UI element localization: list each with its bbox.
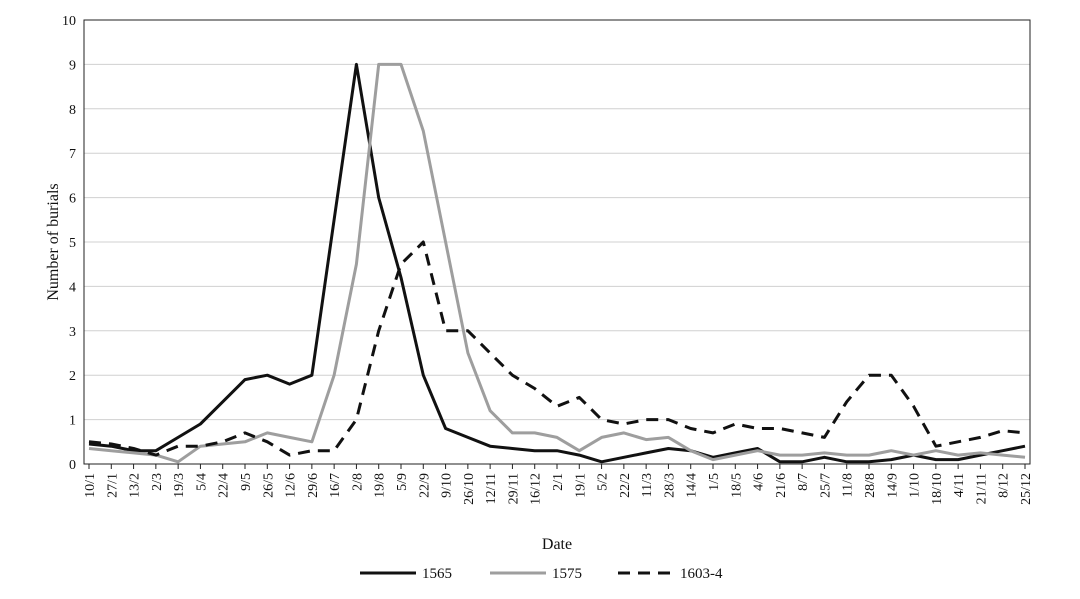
- x-tick-label: 9/5: [239, 473, 254, 491]
- x-tick-label: 16/12: [529, 473, 544, 505]
- x-tick-label: 16/7: [328, 473, 343, 498]
- x-tick-label: 4/6: [752, 473, 767, 491]
- x-tick-label: 22/4: [217, 473, 232, 498]
- x-tick-label: 5/4: [194, 473, 209, 491]
- x-tick-label: 14/4: [685, 473, 700, 498]
- x-tick-label: 2/3: [150, 473, 165, 491]
- y-tick-label: 0: [69, 458, 76, 473]
- x-axis-ticks: 10/1 27/1 13/2 2/3 19/3 5/4 22/4 9/5 26/5 12/6 29/…: [83, 464, 1034, 505]
- x-tick-label: 8/7: [796, 473, 811, 491]
- legend-label-1575: 1575: [552, 566, 582, 582]
- x-tick-label: 11/8: [841, 473, 856, 497]
- x-tick-label: 19/3: [172, 473, 187, 498]
- x-tick-label: 5/9: [395, 473, 410, 491]
- legend-label-1565: 1565: [422, 566, 452, 582]
- y-tick-label: 8: [69, 103, 76, 118]
- x-tick-label: 9/10: [440, 473, 455, 498]
- x-tick-label: 18/10: [930, 473, 945, 505]
- x-tick-label: 22/2: [618, 473, 633, 498]
- x-tick-label: 25/12: [1019, 473, 1034, 505]
- series-layer: [88, 62, 1026, 464]
- x-tick-label: 26/10: [462, 473, 477, 505]
- x-tick-label: 13/2: [128, 473, 143, 498]
- y-tick-label: 9: [69, 58, 76, 73]
- y-tick-label: 7: [69, 147, 76, 162]
- x-tick-label: 2/1: [551, 473, 566, 491]
- legend: 1565 1575 1603-4: [360, 566, 723, 582]
- series-line-1575: [88, 62, 1026, 464]
- x-axis-title: Date: [542, 536, 572, 553]
- plot-frame: [83, 19, 1031, 465]
- x-tick-label: 22/9: [417, 473, 432, 498]
- x-tick-label: 12/11: [484, 473, 499, 504]
- x-tick-label: 4/11: [952, 473, 967, 497]
- y-tick-label: 3: [69, 325, 76, 340]
- x-tick-label: 19/8: [373, 473, 388, 498]
- y-tick-label: 5: [69, 236, 76, 251]
- legend-label-1603-4: 1603-4: [680, 566, 723, 582]
- x-tick-label: 26/5: [261, 473, 276, 498]
- y-axis-title: Number of burials: [45, 183, 62, 300]
- x-tick-label: 2/8: [350, 473, 365, 491]
- x-tick-label: 8/12: [997, 473, 1012, 498]
- x-tick-label: 27/1: [105, 473, 120, 498]
- y-tick-label: 2: [69, 369, 76, 384]
- x-tick-label: 21/6: [774, 473, 789, 498]
- x-tick-label: 5/2: [596, 473, 611, 491]
- y-axis-ticks: 0 1 2 3 4 5 6 7 8 9 10: [62, 14, 76, 473]
- x-tick-label: 29/6: [306, 473, 321, 498]
- gridlines: [84, 63, 1030, 421]
- y-tick-label: 1: [69, 414, 76, 429]
- series-line-1565: [88, 62, 1026, 464]
- x-tick-label: 29/11: [506, 473, 521, 504]
- x-tick-label: 18/5: [729, 473, 744, 498]
- x-tick-label: 28/3: [662, 473, 677, 498]
- x-tick-label: 12/6: [284, 473, 299, 498]
- x-tick-label: 1/10: [908, 473, 923, 498]
- x-tick-label: 21/11: [974, 473, 989, 504]
- y-tick-label: 10: [62, 14, 76, 29]
- x-tick-label: 1/5: [707, 473, 722, 491]
- series-line-1603-4: [88, 240, 1026, 457]
- x-tick-label: 25/7: [818, 473, 833, 498]
- x-tick-label: 28/8: [863, 473, 878, 498]
- y-tick-label: 4: [69, 280, 76, 295]
- x-tick-label: 10/1: [83, 473, 98, 498]
- x-tick-label: 19/1: [573, 473, 588, 498]
- x-tick-label: 11/3: [640, 473, 655, 497]
- y-tick-label: 6: [69, 192, 76, 207]
- x-tick-label: 14/9: [885, 473, 900, 498]
